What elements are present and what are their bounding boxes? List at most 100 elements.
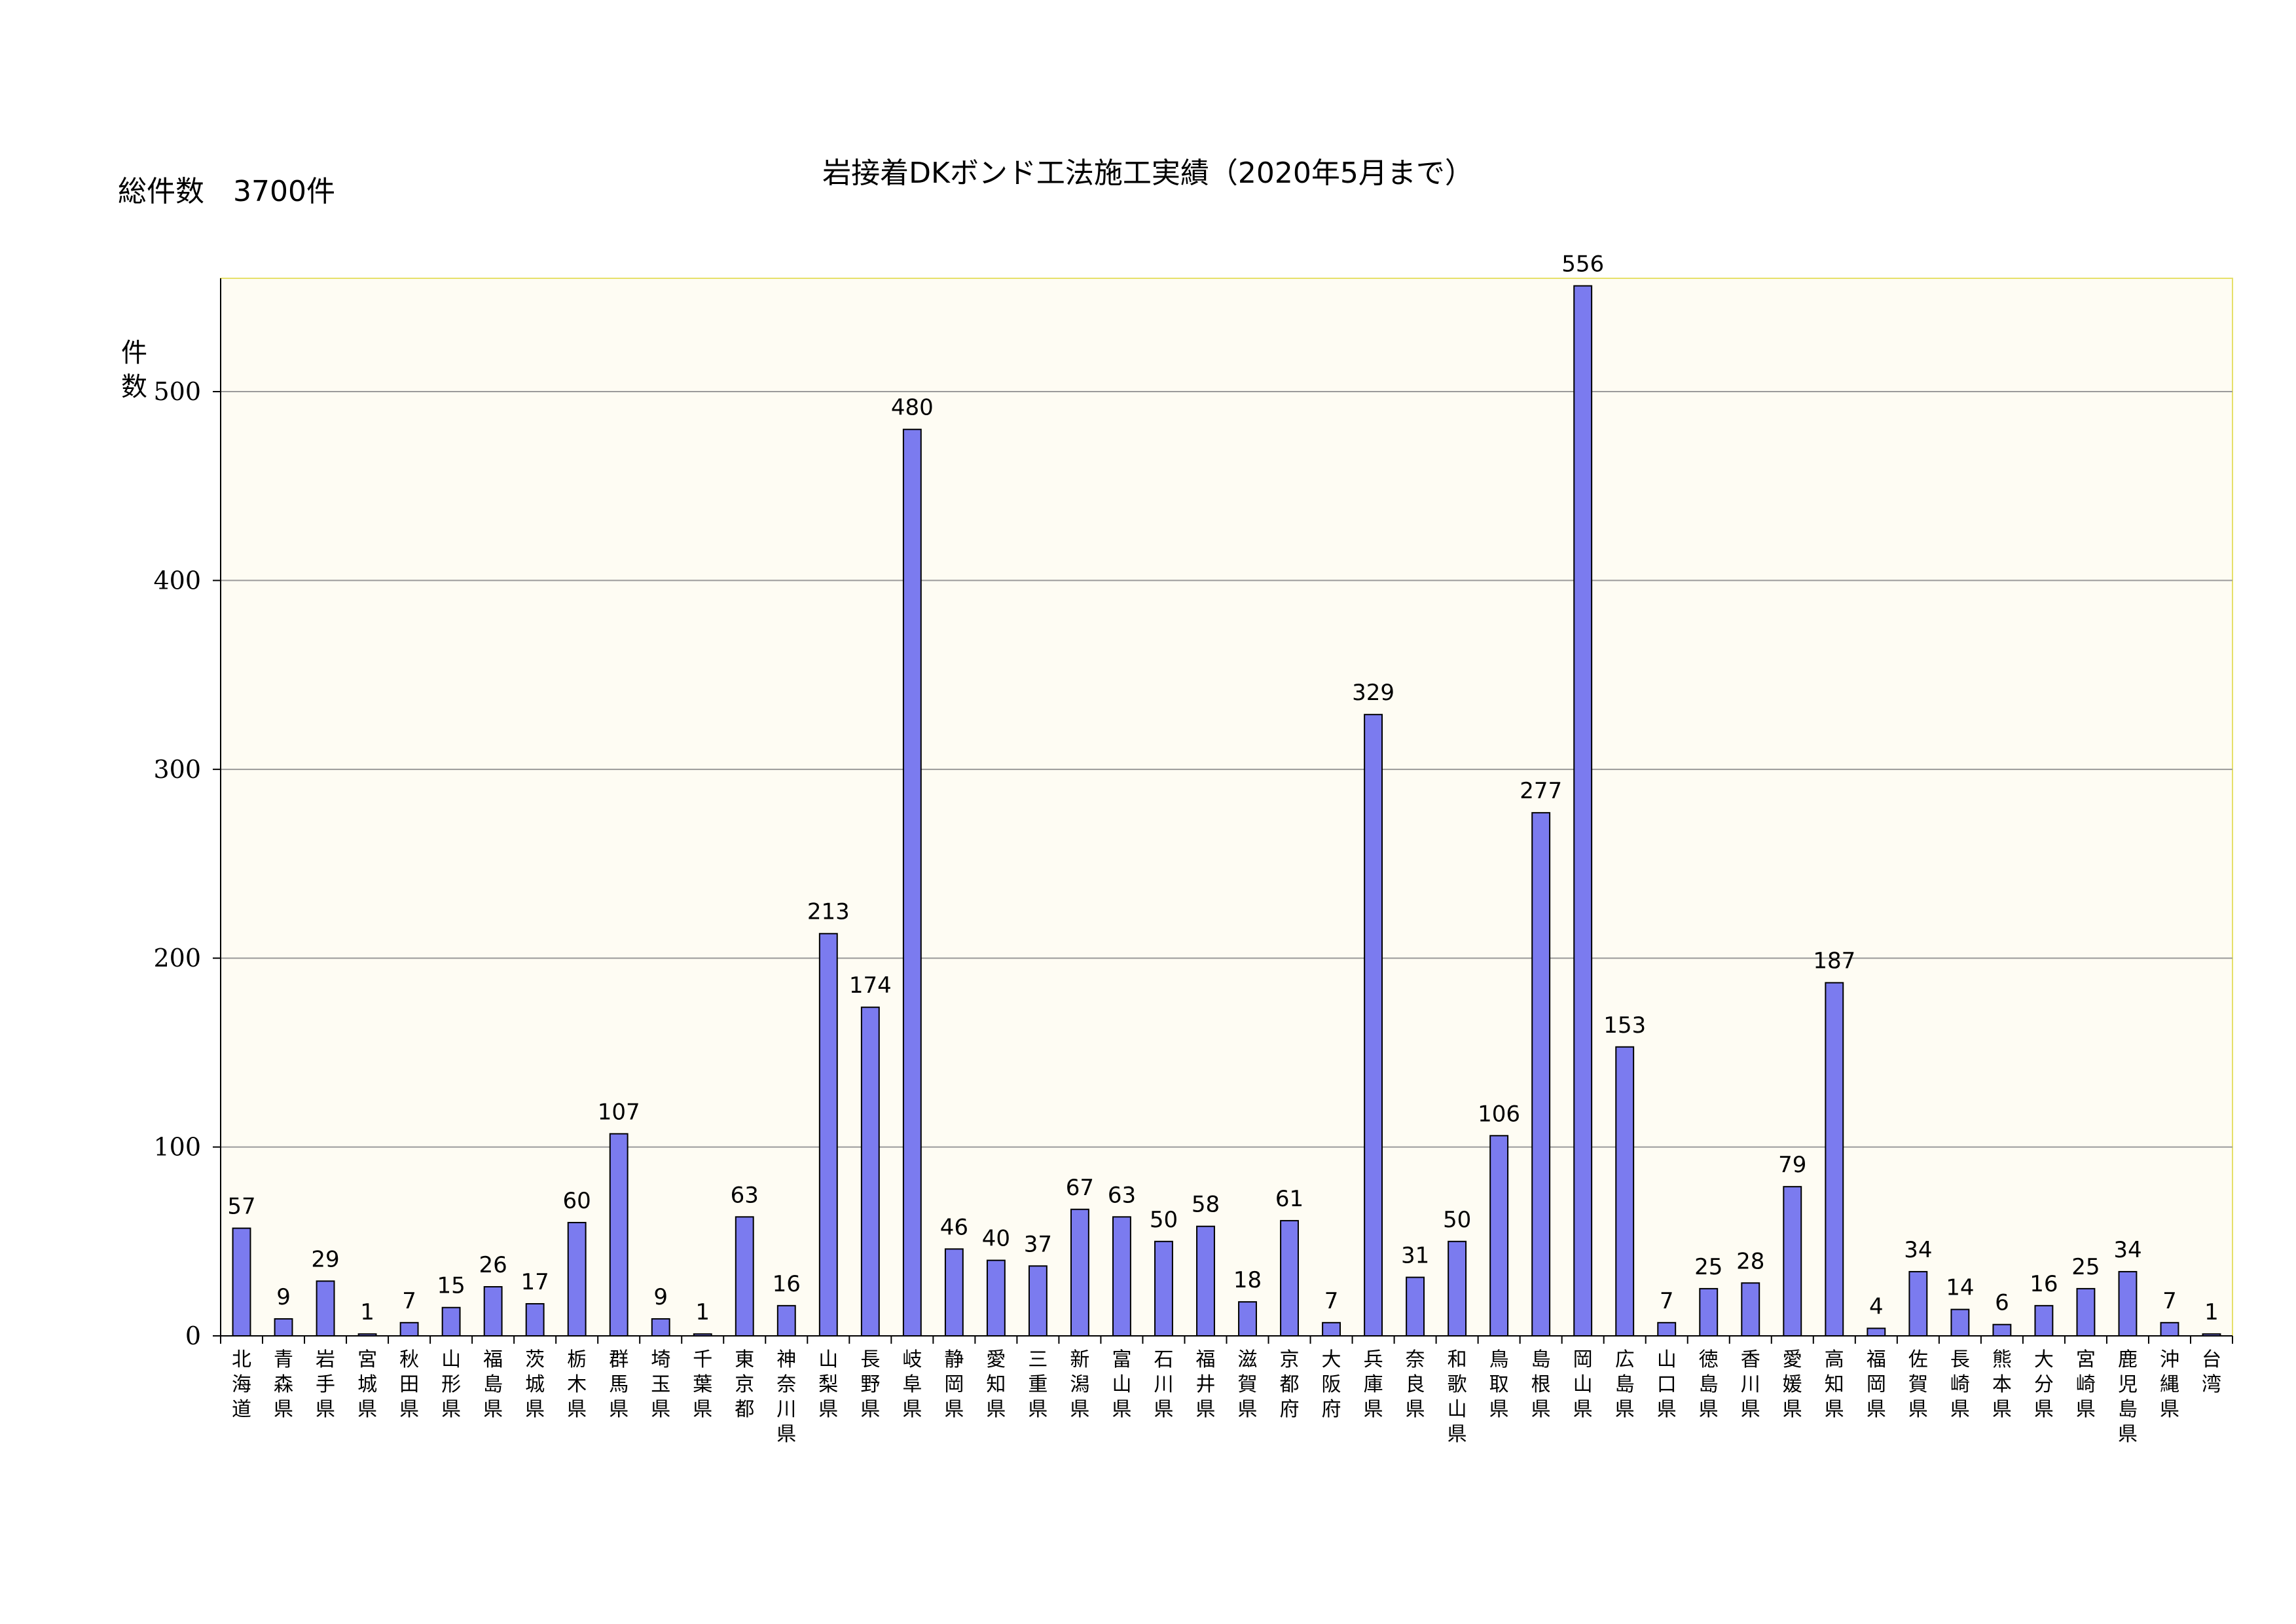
data-label: 174 [849,972,892,999]
x-category-label: 県 [1615,1398,1635,1421]
x-category-label: 鳥 [1489,1348,1509,1371]
y-tick-label: 100 [153,1133,201,1162]
data-label: 187 [1813,948,1855,974]
x-category-label: 取 [1489,1373,1509,1396]
x-category-label: 岡 [1867,1373,1886,1396]
data-label: 107 [598,1099,640,1125]
bar [1825,982,1844,1337]
data-label: 25 [2071,1254,2100,1280]
x-category-label: 根 [1531,1373,1551,1396]
x-category-label: 県 [2076,1398,2096,1421]
x-category-label: 城 [525,1373,545,1396]
x-category-label: 県 [902,1398,922,1421]
x-category-label: 島 [1531,1348,1551,1371]
bar [1280,1220,1299,1337]
x-category-label: 滋 [1238,1348,1258,1371]
x-category-label: 静 [944,1348,964,1371]
x-category-label: 田 [399,1373,419,1396]
bar [776,1304,796,1337]
data-label: 329 [1352,680,1394,706]
bar [1908,1270,1928,1337]
x-category-label: 埼 [651,1348,670,1371]
data-label: 1 [360,1299,374,1325]
x-category-label: 山 [1573,1373,1593,1396]
bar [902,428,922,1337]
x-category-label: 県 [1154,1398,1173,1421]
y-tick-label: 400 [153,566,201,595]
data-label: 50 [1150,1207,1178,1233]
x-category-label: 福 [1867,1348,1886,1371]
x-category-label: 森 [274,1373,293,1396]
x-category-label: 県 [1908,1398,1928,1421]
x-category-label: 阜 [902,1373,922,1396]
data-label: 4 [1869,1293,1884,1320]
x-category-label: 県 [1867,1398,1886,1421]
x-category-label: 島 [1699,1373,1719,1396]
y-axis-label: 件数 [121,338,147,402]
data-label: 18 [1233,1267,1262,1293]
x-category-label: 鹿 [2118,1348,2138,1371]
y-tick-label: 200 [153,944,201,972]
x-category-label: 京 [1280,1348,1300,1371]
x-category-label: 県 [1657,1398,1677,1421]
bar [2034,1304,2054,1337]
data-label: 25 [1694,1254,1722,1280]
x-category-label: 岡 [944,1373,964,1396]
bar [1028,1265,1048,1337]
x-category-label: 沖 [2160,1348,2179,1371]
x-category-label: 野 [860,1373,880,1396]
bar [567,1221,587,1337]
x-category-label: 都 [1280,1373,1300,1396]
x-category-label: 県 [2034,1398,2054,1421]
bar [1573,285,1593,1337]
x-category-label: 高 [1825,1348,1844,1371]
x-category-label: 岩 [316,1348,335,1371]
x-category-label: 京 [735,1373,754,1396]
bar [609,1133,629,1337]
bar [316,1280,335,1337]
x-category-label: 県 [693,1398,712,1421]
x-category-label: 県 [1573,1398,1593,1421]
x-category-label: 県 [818,1398,838,1421]
x-category-label: 口 [1657,1373,1677,1396]
bar [651,1318,670,1337]
x-category-label: 井 [1195,1373,1215,1396]
bar [399,1321,419,1337]
bar [1070,1208,1089,1337]
bar [1950,1308,1970,1337]
bar [1783,1186,1802,1337]
data-label: 57 [227,1194,255,1220]
x-category-label: 山 [1657,1348,1677,1371]
x-category-label: 賀 [1238,1373,1258,1396]
bar [1112,1216,1131,1337]
bar [525,1302,545,1337]
x-category-label: 和 [1448,1348,1467,1371]
x-category-label: 徳 [1699,1348,1719,1371]
x-category-label: 県 [525,1398,545,1421]
x-category-label: 都 [735,1398,754,1421]
data-label: 37 [1024,1231,1052,1257]
data-label: 29 [311,1246,339,1272]
data-label: 60 [563,1188,591,1214]
bar [483,1286,503,1337]
x-category-label: 歌 [1448,1373,1467,1396]
x-category-label: 県 [860,1398,880,1421]
x-category-label: 形 [441,1373,461,1396]
x-category-label: 愛 [1783,1348,1802,1371]
x-category-label: 山 [441,1348,461,1371]
x-category-label: 湾 [2202,1373,2221,1396]
x-category-label: 県 [1070,1398,1089,1421]
x-category-label: 梨 [818,1373,838,1396]
bar [2160,1321,2179,1337]
x-category-label: 県 [1028,1398,1048,1421]
x-category-label: 県 [1448,1423,1467,1446]
bar [1196,1225,1215,1337]
data-label: 7 [1660,1288,1674,1314]
bar [1531,812,1551,1337]
data-label: 480 [891,395,934,421]
x-category-label: 賀 [1908,1373,1928,1396]
x-category-label: 県 [1699,1398,1719,1421]
data-label: 26 [479,1252,507,1278]
x-category-label: 県 [1238,1398,1258,1421]
x-category-label: 富 [1112,1348,1131,1371]
